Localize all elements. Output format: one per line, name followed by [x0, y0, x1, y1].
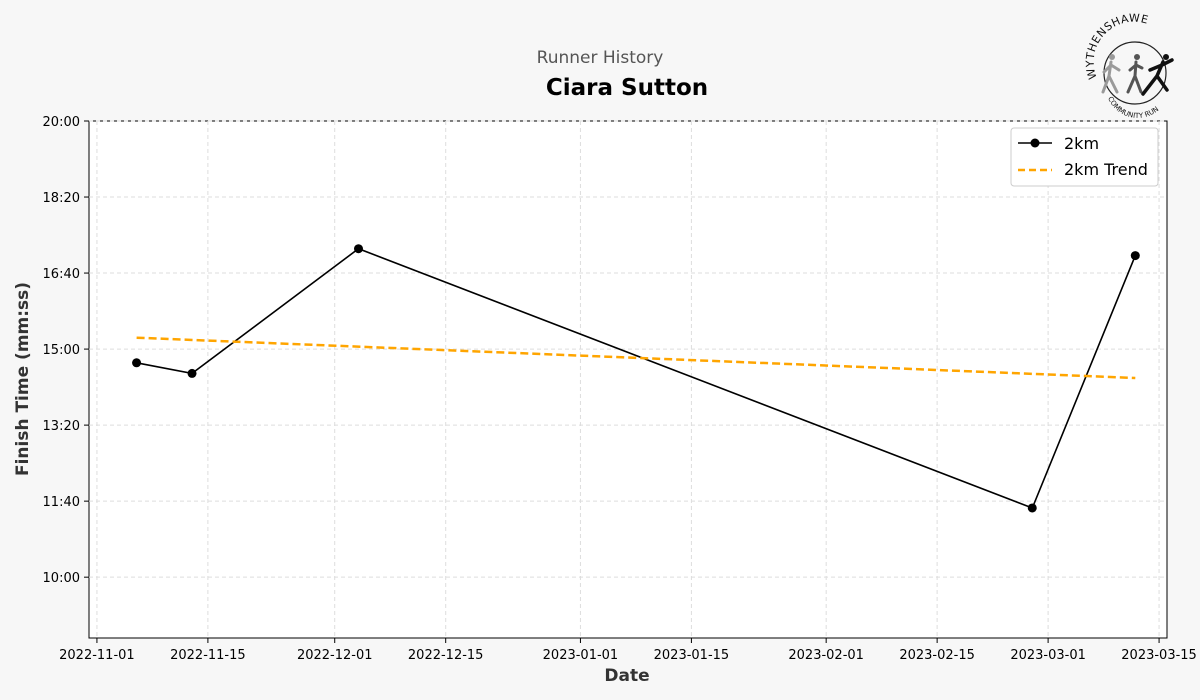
y-tick-label: 10:00 — [43, 571, 80, 586]
legend-label-2km: 2km — [1064, 134, 1099, 153]
data-point — [1027, 503, 1037, 513]
x-axis-label: Date — [604, 666, 649, 686]
data-point — [187, 368, 197, 378]
y-tick-label: 18:20 — [43, 191, 80, 206]
x-tick-label: 2023-02-15 — [899, 648, 975, 663]
runner-dark-icon — [1126, 54, 1144, 94]
y-tick-label: 15:00 — [43, 343, 80, 358]
data-point — [1130, 251, 1140, 261]
grid — [89, 120, 1167, 638]
legend: 2km 2km Trend — [1010, 127, 1159, 187]
x-tick-label: 2023-03-01 — [1010, 648, 1086, 663]
chart-subtitle: Runner History — [537, 48, 664, 68]
series-layer — [132, 244, 1140, 513]
x-tick-label: 2023-01-15 — [654, 648, 730, 663]
x-tick-label: 2022-11-15 — [170, 648, 246, 663]
legend-label-trend: 2km Trend — [1064, 160, 1148, 179]
y-tick-label: 16:40 — [43, 267, 80, 282]
y-tick-label: 11:40 — [43, 495, 80, 510]
runner-grey-icon — [1101, 54, 1121, 94]
x-tick-label: 2022-12-01 — [297, 648, 373, 663]
wythenshawe-logo: WYTHENSHAWE COMMUNITY RUN — [1084, 12, 1174, 120]
y-tick-label: 13:20 — [43, 419, 80, 434]
x-tick-label: 2023-02-01 — [788, 648, 864, 663]
data-point — [354, 244, 363, 254]
x-tick-label: 2023-03-15 — [1121, 648, 1197, 663]
y-tick-label: 20:00 — [43, 115, 80, 130]
x-tick-label: 2022-12-15 — [408, 648, 484, 663]
y-axis-label: Finish Time (mm:ss) — [13, 282, 33, 476]
logo-top-text: WYTHENSHAWE — [1084, 12, 1150, 81]
runner-black-icon — [1141, 54, 1174, 96]
x-tick-label: 2022-11-01 — [59, 648, 135, 663]
axes: 2022-11-01 2022-11-15 2022-12-01 2022-12-15… — [43, 115, 1197, 663]
x-tick-label: 2023-01-01 — [543, 648, 619, 663]
chart-title: Ciara Sutton — [546, 75, 708, 101]
plot-area — [88, 120, 1168, 639]
legend-marker-2km — [1030, 138, 1040, 148]
trend-line — [136, 336, 1136, 380]
data-point — [132, 358, 142, 368]
